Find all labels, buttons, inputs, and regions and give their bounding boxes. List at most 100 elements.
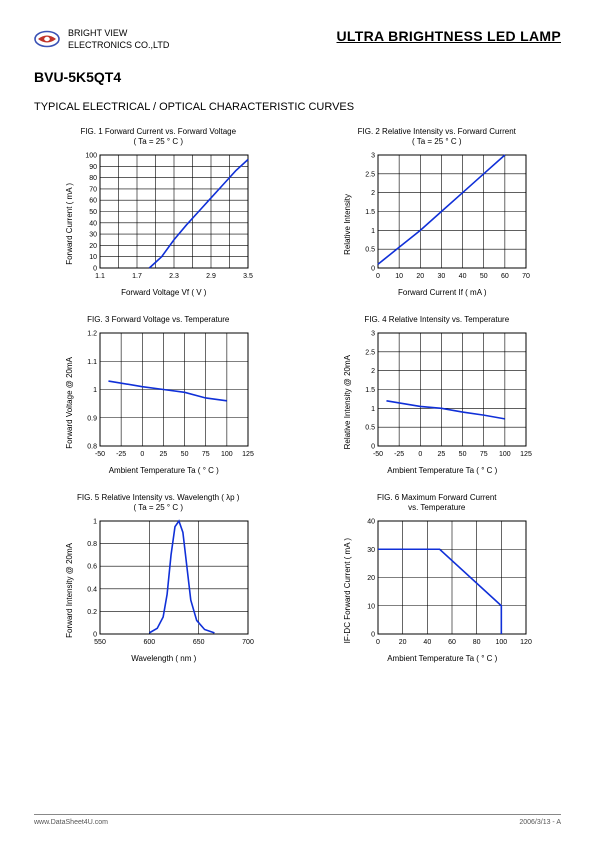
chart-wrap: Forward Current ( mA )1.11.72.32.93.5010…	[63, 151, 254, 297]
svg-text:2.5: 2.5	[366, 172, 376, 179]
svg-text:40: 40	[367, 519, 375, 526]
svg-text:60: 60	[501, 273, 509, 280]
y-axis-label: Forward Intensity @ 20mA	[63, 543, 74, 638]
chart-plot: 55060065070000.20.40.60.81	[74, 517, 254, 652]
section-title: TYPICAL ELECTRICAL / OPTICAL CHARACTERIS…	[34, 101, 561, 113]
chart-plot: 1.11.72.32.93.50102030405060708090100	[74, 151, 254, 286]
svg-text:90: 90	[89, 164, 97, 171]
x-axis-label: Forward Voltage Vf ( V )	[121, 288, 206, 297]
svg-text:-25: -25	[116, 451, 126, 458]
chart-wrap: Forward Voltage @ 20mA-50-25025507510012…	[63, 329, 254, 475]
svg-text:60: 60	[448, 639, 456, 646]
svg-text:0: 0	[371, 444, 375, 451]
chart-title: FIG. 1 Forward Current vs. Forward Volta…	[80, 127, 236, 147]
svg-text:100: 100	[85, 153, 97, 160]
y-axis-label: IF-DC Forward Current ( mA )	[341, 538, 352, 643]
svg-text:0.5: 0.5	[366, 425, 376, 432]
chart-1: FIG. 1 Forward Current vs. Forward Volta…	[34, 127, 283, 297]
svg-text:120: 120	[520, 639, 532, 646]
svg-text:-50: -50	[373, 451, 383, 458]
chart-plot: 01020304050607000.511.522.53	[352, 151, 532, 286]
x-axis-label: Wavelength ( nm )	[131, 654, 196, 663]
y-axis-label: Relative Intensity @ 20mA	[341, 355, 352, 449]
svg-text:600: 600	[143, 639, 155, 646]
x-axis-label: Ambient Temperature Ta ( ° C )	[109, 466, 219, 475]
company-logo-icon	[34, 30, 60, 48]
footer-right: 2006/3/13 - A	[519, 819, 561, 826]
svg-text:50: 50	[180, 451, 188, 458]
svg-text:30: 30	[438, 273, 446, 280]
svg-text:20: 20	[367, 575, 375, 582]
svg-text:0: 0	[419, 451, 423, 458]
svg-text:20: 20	[399, 639, 407, 646]
svg-text:0.6: 0.6	[87, 564, 97, 571]
chart-title: FIG. 3 Forward Voltage vs. Temperature	[87, 315, 229, 325]
chart-plot: -50-25025507510012500.511.522.53	[352, 329, 532, 464]
svg-text:3.5: 3.5	[243, 273, 253, 280]
svg-text:1: 1	[93, 387, 97, 394]
charts-grid: FIG. 1 Forward Current vs. Forward Volta…	[34, 127, 561, 663]
x-axis-label: Forward Current If ( mA )	[398, 288, 486, 297]
svg-text:1.1: 1.1	[87, 359, 97, 366]
svg-text:0.4: 0.4	[87, 587, 97, 594]
company-line1: BRIGHT VIEW	[68, 28, 169, 40]
chart-title: FIG. 6 Maximum Forward Current vs. Tempe…	[377, 493, 497, 513]
product-title: ULTRA BRIGHTNESS LED LAMP	[337, 28, 562, 44]
chart-plot: 020406080100120010203040	[352, 517, 532, 652]
svg-text:70: 70	[89, 187, 97, 194]
svg-text:1.5: 1.5	[366, 209, 376, 216]
svg-text:1.7: 1.7	[132, 273, 142, 280]
chart-6: FIG. 6 Maximum Forward Current vs. Tempe…	[313, 493, 562, 663]
chart-2: FIG. 2 Relative Intensity vs. Forward Cu…	[313, 127, 562, 297]
svg-text:3: 3	[371, 331, 375, 338]
svg-text:0: 0	[93, 266, 97, 273]
svg-text:-25: -25	[394, 451, 404, 458]
chart-title: FIG. 5 Relative Intensity vs. Wavelength…	[77, 493, 239, 513]
svg-text:1: 1	[371, 228, 375, 235]
svg-text:1.5: 1.5	[366, 387, 376, 394]
svg-text:550: 550	[94, 639, 106, 646]
chart-4: FIG. 4 Relative Intensity vs. Temperatur…	[313, 315, 562, 475]
svg-text:20: 20	[89, 243, 97, 250]
svg-text:20: 20	[417, 273, 425, 280]
svg-text:0: 0	[371, 632, 375, 639]
x-axis-label: Ambient Temperature Ta ( ° C )	[387, 466, 497, 475]
svg-text:2.3: 2.3	[169, 273, 179, 280]
svg-text:0.2: 0.2	[87, 609, 97, 616]
footer-left: www.DataSheet4U.com	[34, 819, 108, 826]
svg-text:50: 50	[480, 273, 488, 280]
svg-text:0.8: 0.8	[87, 444, 97, 451]
svg-text:40: 40	[459, 273, 467, 280]
svg-text:100: 100	[496, 639, 508, 646]
chart-title: FIG. 2 Relative Intensity vs. Forward Cu…	[358, 127, 516, 147]
svg-text:30: 30	[367, 547, 375, 554]
svg-text:125: 125	[520, 451, 532, 458]
svg-text:1: 1	[93, 519, 97, 526]
chart-title: FIG. 4 Relative Intensity vs. Temperatur…	[364, 315, 509, 325]
page-header: BRIGHT VIEW ELECTRONICS CO.,LTD ULTRA BR…	[34, 28, 561, 51]
svg-text:0.9: 0.9	[87, 416, 97, 423]
chart-5: FIG. 5 Relative Intensity vs. Wavelength…	[34, 493, 283, 663]
chart-wrap: Relative Intensity @ 20mA-50-25025507510…	[341, 329, 532, 475]
svg-text:40: 40	[89, 221, 97, 228]
y-axis-label: Forward Current ( mA )	[63, 183, 74, 265]
chart-3: FIG. 3 Forward Voltage vs. TemperatureFo…	[34, 315, 283, 475]
svg-text:1.1: 1.1	[95, 273, 105, 280]
chart-wrap: Relative Intensity01020304050607000.511.…	[341, 151, 532, 297]
svg-text:700: 700	[242, 639, 254, 646]
chart-wrap: Forward Intensity @ 20mA55060065070000.2…	[63, 517, 254, 663]
x-axis-label: Ambient Temperature Ta ( ° C )	[387, 654, 497, 663]
svg-text:0: 0	[93, 632, 97, 639]
part-number: BVU-5K5QT4	[34, 69, 561, 85]
company-line2: ELECTRONICS CO.,LTD	[68, 40, 169, 52]
svg-text:70: 70	[522, 273, 530, 280]
svg-text:0: 0	[376, 273, 380, 280]
svg-text:80: 80	[89, 175, 97, 182]
svg-text:100: 100	[221, 451, 233, 458]
svg-text:1: 1	[371, 406, 375, 413]
svg-text:0: 0	[376, 639, 380, 646]
svg-text:0: 0	[140, 451, 144, 458]
svg-text:10: 10	[367, 604, 375, 611]
page-footer: www.DataSheet4U.com 2006/3/13 - A	[34, 814, 561, 826]
chart-wrap: IF-DC Forward Current ( mA )020406080100…	[341, 517, 532, 663]
